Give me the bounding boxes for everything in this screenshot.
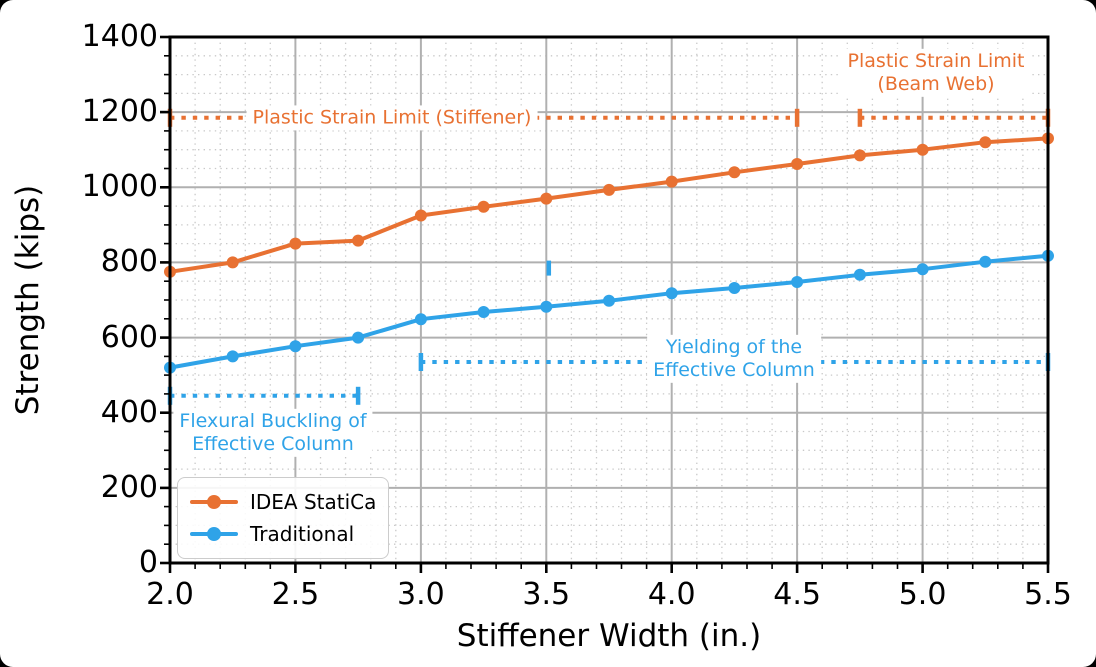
annotation-text: Effective Column <box>653 359 815 381</box>
x-axis-label: Stiffener Width (in.) <box>456 618 762 654</box>
annotation-yielding-effective-column: Yielding of the Effective Column <box>647 334 821 384</box>
legend-label-idea-statica: IDEA StatiCa <box>250 490 377 514</box>
annotation-flexural-buckling-effective-column: Flexural Buckling of Effective Column <box>173 408 373 458</box>
legend-marker-traditional <box>190 524 238 544</box>
y-tick-label: 1400 <box>81 19 158 54</box>
legend-label-traditional: Traditional <box>250 522 355 546</box>
y-tick-label: 0 <box>138 545 158 580</box>
x-tick-label: 3.5 <box>522 577 571 612</box>
legend-item-idea-statica: IDEA StatiCa <box>190 486 376 518</box>
x-tick-label: 4.5 <box>773 577 821 612</box>
annotation-text: Plastic Strain Limit (Stiffener) <box>252 106 532 129</box>
annotation-text: Effective Column <box>192 433 354 455</box>
annotation-text: Flexural Buckling of <box>179 409 367 432</box>
y-tick-label: 600 <box>100 319 158 355</box>
annotation-text: (Beam Web) <box>877 73 995 95</box>
x-tick-label: 2.5 <box>271 577 320 612</box>
x-tick-label: 5.0 <box>898 577 947 612</box>
annotation-plastic-strain-limit-stiffener: Plastic Strain Limit (Stiffener) <box>246 105 538 131</box>
y-tick-label: 800 <box>100 244 158 280</box>
annotation-text: Plastic Strain Limit <box>847 49 1025 72</box>
series-idea-statica <box>164 132 1054 278</box>
annotation-text: Yielding of the <box>665 335 803 358</box>
limit-lines <box>167 108 1051 405</box>
y-tick-label: 1200 <box>81 94 158 130</box>
series-traditional <box>164 249 1054 374</box>
x-tick-label: 2.0 <box>146 577 194 612</box>
y-tick-label: 1000 <box>81 169 158 205</box>
legend-dot-sample <box>207 495 221 509</box>
x-tick-label: 5.5 <box>1024 577 1072 612</box>
y-tick-label: 200 <box>100 469 158 505</box>
annotation-plastic-strain-limit-beam-web: Plastic Strain Limit (Beam Web) <box>841 48 1031 98</box>
axis-ticks <box>160 35 1050 573</box>
y-tick-label: 400 <box>100 394 158 430</box>
x-tick-label: 3.0 <box>396 577 445 612</box>
x-tick-label: 4.0 <box>647 577 696 612</box>
legend: IDEA StatiCa Traditional <box>177 477 389 559</box>
y-axis-label: Strength (kips) <box>10 184 46 416</box>
legend-marker-idea-statica <box>190 492 238 512</box>
legend-item-traditional: Traditional <box>190 518 376 550</box>
legend-dot-sample <box>207 527 221 541</box>
